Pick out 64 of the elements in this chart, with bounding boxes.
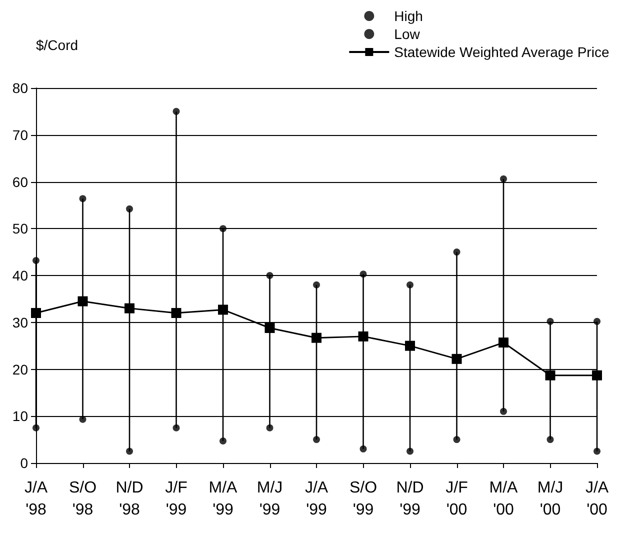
point — [500, 175, 507, 182]
x-tick-label: J/F '99 — [165, 480, 188, 518]
point — [220, 225, 226, 232]
point — [218, 304, 228, 315]
point — [79, 195, 86, 202]
point — [452, 354, 462, 364]
x-tick-label: J/F '00 — [446, 480, 468, 518]
y-axis-title: $/Cord — [36, 37, 78, 53]
point — [313, 436, 320, 444]
x-tick-label: J/A '00 — [585, 480, 609, 518]
point — [453, 248, 460, 256]
x-tick-label: M/A '99 — [208, 480, 238, 518]
point — [592, 370, 602, 380]
point — [500, 408, 507, 415]
y-tick-label: 30 — [12, 314, 28, 330]
legend-label: Statewide Weighted Average Price — [394, 44, 610, 60]
x-tick-label: S/O '98 — [68, 480, 97, 518]
legend-label: High — [394, 8, 423, 24]
point — [264, 323, 275, 333]
point — [32, 424, 40, 432]
y-tick-label: 50 — [12, 220, 28, 237]
point — [545, 370, 556, 380]
x-tick-label: J/A '98 — [24, 480, 48, 518]
point — [406, 448, 414, 455]
y-tick-label: 80 — [12, 80, 28, 96]
point — [171, 308, 182, 318]
y-tick-label: 70 — [12, 126, 28, 143]
x-tick-label: J/A '99 — [304, 480, 328, 518]
x-tick-label: M/J '00 — [537, 480, 564, 518]
y-tick-label: 60 — [12, 174, 28, 190]
legend-label: Low — [394, 26, 421, 42]
point — [546, 436, 554, 444]
x-tick-label: M/A '00 — [489, 480, 518, 518]
point — [360, 270, 367, 278]
point — [172, 424, 180, 432]
y-tick-label: 40 — [12, 268, 28, 284]
point — [124, 303, 134, 314]
point — [31, 308, 41, 318]
point — [126, 205, 133, 212]
point — [406, 281, 414, 288]
point — [266, 272, 274, 279]
point — [220, 437, 226, 444]
point — [546, 318, 554, 325]
point — [32, 257, 40, 264]
point — [266, 424, 274, 432]
point — [498, 338, 508, 348]
point — [172, 108, 180, 115]
point — [360, 445, 367, 452]
point — [312, 332, 322, 343]
x-tick-label: S/O '99 — [349, 480, 378, 518]
point — [453, 436, 460, 444]
point — [594, 448, 600, 455]
point — [594, 318, 600, 325]
y-tick-label: 10 — [12, 408, 28, 424]
point — [313, 281, 320, 288]
point — [78, 296, 88, 306]
x-tick-label: N/D '98 — [116, 480, 144, 518]
point — [126, 448, 133, 455]
x-tick-label: M/J '99 — [256, 480, 283, 518]
y-tick-label: 20 — [12, 361, 28, 378]
point — [405, 340, 415, 351]
point — [358, 331, 368, 342]
x-tick-label: N/D '99 — [396, 480, 424, 518]
y-tick-label: 0 — [20, 455, 28, 471]
